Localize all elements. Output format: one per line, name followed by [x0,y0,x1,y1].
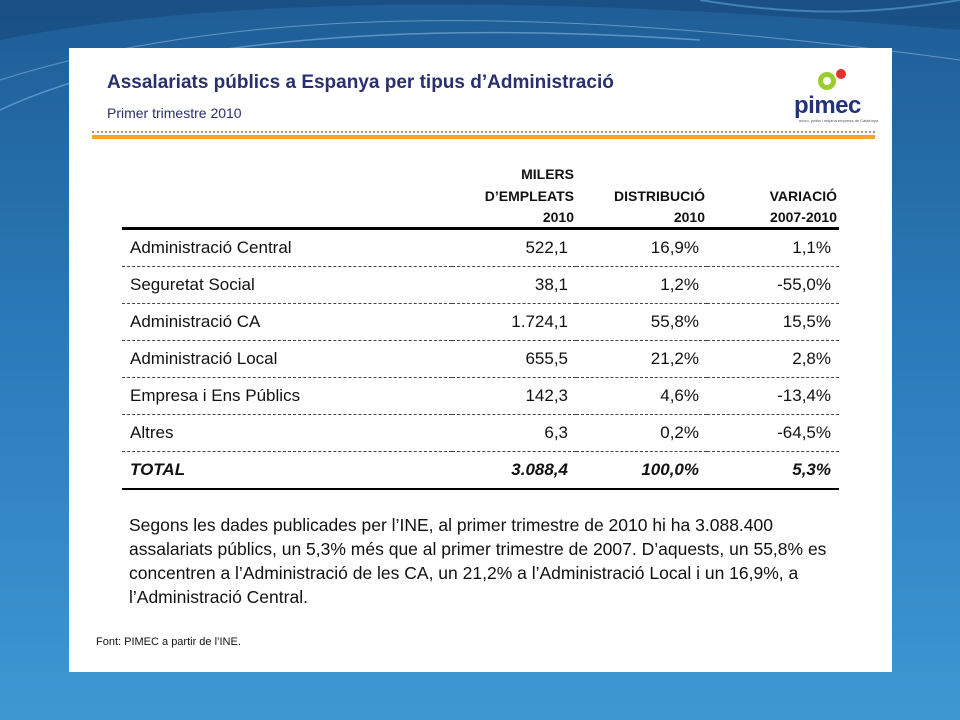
pimec-logo-icon [818,69,846,90]
header-year-employees: 2010 [452,207,576,230]
logo-text: pimec [794,92,861,119]
table-row: Administració Local 655,5 21,2% 2,8% [122,340,839,378]
row-variation: 15,5% [707,303,839,341]
row-employees: 142,3 [452,377,576,415]
row-distribution: 0,2% [576,414,707,452]
row-employees: 1.724,1 [452,303,576,341]
page-subtitle: Primer trimestre 2010 [107,105,242,121]
header-year-variation: 2007-2010 [707,207,839,230]
row-employees: 522,1 [452,228,576,267]
header-orange-rule [92,135,875,139]
header-dotted-rule [92,131,875,133]
total-distribution: 100,0% [576,451,707,490]
row-distribution: 55,8% [576,303,707,341]
header-variation: VARIACIÓ [769,188,837,204]
row-employees: 6,3 [452,414,576,452]
row-distribution: 21,2% [576,340,707,378]
row-employees: 38,1 [452,266,576,304]
header-year-distribution: 2010 [576,207,707,230]
table-row: Empresa i Ens Públics 142,3 4,6% -13,4% [122,377,839,415]
header-employees-line2: D’EMPLEATS [484,188,574,204]
header-distribution: DISTRIBUCIÓ [614,188,705,204]
row-variation: -13,4% [707,377,839,415]
total-employees: 3.088,4 [452,451,576,490]
header-employees-line1: MILERS [521,166,574,182]
row-employees: 655,5 [452,340,576,378]
employees-table: MILERS D’EMPLEATS DISTRIBUCIÓ VARIACIÓ 2… [122,163,839,490]
table-row: Administració CA 1.724,1 55,8% 15,5% [122,303,839,341]
row-label: Administració Local [122,340,452,378]
summary-paragraph: Segons les dades publicades per l’INE, a… [129,515,827,607]
total-variation: 5,3% [707,451,839,490]
slide-content: Assalariats públics a Espanya per tipus … [69,48,892,672]
row-distribution: 16,9% [576,228,707,267]
row-variation: -55,0% [707,266,839,304]
table-row: Administració Central 522,1 16,9% 1,1% [122,228,839,267]
page-title: Assalariats públics a Espanya per tipus … [107,72,614,93]
source-note: Font: PIMEC a partir de l’INE. [96,636,241,648]
total-row: TOTAL 3.088,4 100,0% 5,3% [122,451,839,490]
row-distribution: 1,2% [576,266,707,304]
row-label: Administració Central [122,228,452,267]
logo-tagline: micro, petita i mitjana empresa de Catal… [799,118,879,123]
row-distribution: 4,6% [576,377,707,415]
row-variation: 1,1% [707,228,839,267]
table-row: Seguretat Social 38,1 1,2% -55,0% [122,266,839,304]
row-label: Empresa i Ens Públics [122,377,452,415]
table-row: Altres 6,3 0,2% -64,5% [122,414,839,452]
row-variation: 2,8% [707,340,839,378]
total-label: TOTAL [122,451,452,490]
row-label: Administració CA [122,303,452,341]
row-label: Seguretat Social [122,266,452,304]
row-variation: -64,5% [707,414,839,452]
row-label: Altres [122,414,452,452]
